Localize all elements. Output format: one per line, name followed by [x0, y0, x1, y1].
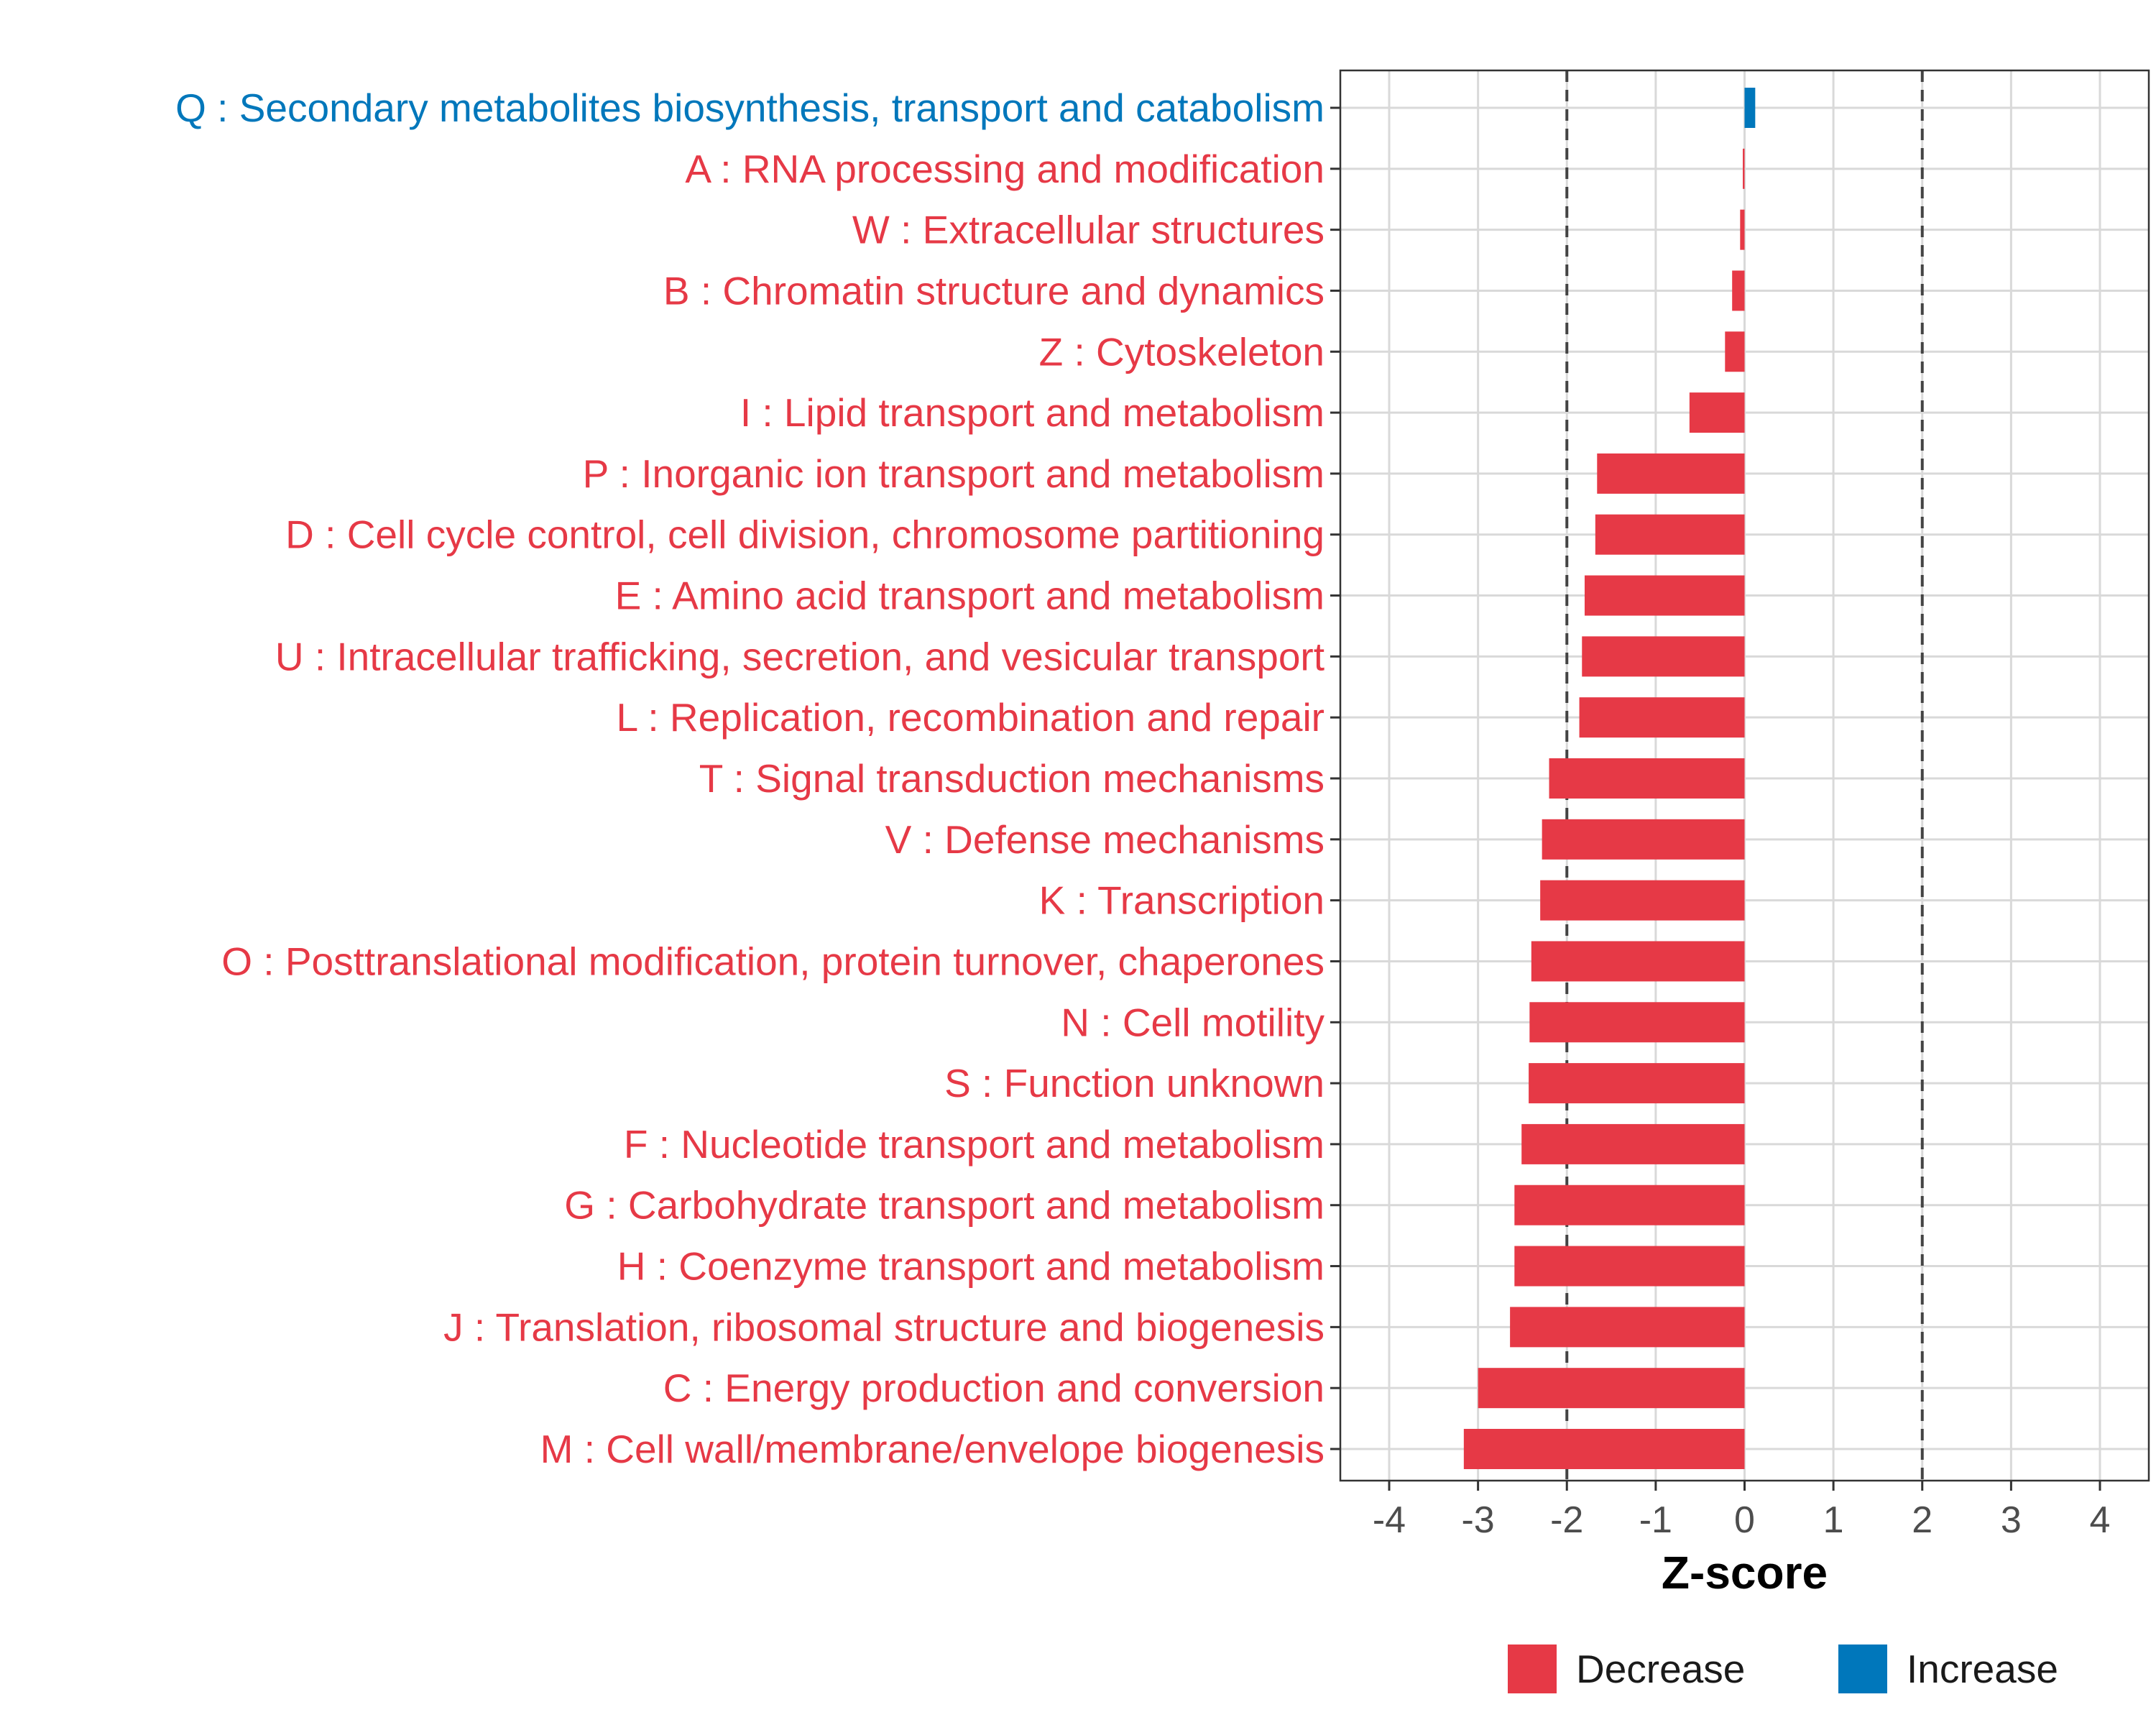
- category-label: I : Lipid transport and metabolism: [740, 390, 1325, 435]
- bar: [1463, 1429, 1745, 1469]
- x-tick-label: 3: [2001, 1499, 2022, 1541]
- category-label: F : Nucleotide transport and metabolism: [624, 1122, 1325, 1167]
- x-tick-label: 0: [1734, 1499, 1755, 1541]
- bar: [1732, 270, 1745, 311]
- bar: [1689, 392, 1745, 433]
- x-tick-label: -1: [1639, 1499, 1672, 1541]
- bar: [1743, 148, 1745, 189]
- bar: [1529, 1002, 1745, 1043]
- x-axis-title: Z-score: [1662, 1547, 1828, 1598]
- x-tick-label: -2: [1550, 1499, 1583, 1541]
- bar: [1744, 88, 1756, 128]
- bar: [1514, 1246, 1745, 1287]
- x-tick-label: 1: [1823, 1499, 1844, 1541]
- category-label: B : Chromatin structure and dynamics: [663, 268, 1325, 313]
- bar: [1582, 636, 1745, 677]
- bar: [1540, 880, 1745, 921]
- category-label: S : Function unknown: [944, 1061, 1325, 1105]
- bar: [1542, 819, 1745, 860]
- bar: [1529, 1063, 1745, 1104]
- category-label: T : Signal transduction mechanisms: [699, 756, 1325, 801]
- legend: Decrease Increase: [1508, 1644, 2058, 1693]
- bar: [1740, 209, 1745, 250]
- bars: [1463, 88, 1756, 1469]
- bar: [1531, 941, 1745, 982]
- category-label: O : Posttranslational modification, prot…: [221, 939, 1325, 983]
- category-label: K : Transcription: [1039, 878, 1325, 923]
- category-label: N : Cell motility: [1061, 1000, 1325, 1044]
- x-tick-label: -3: [1461, 1499, 1494, 1541]
- bar: [1510, 1307, 1745, 1348]
- category-labels: Q : Secondary metabolites biosynthesis, …: [175, 86, 1325, 1471]
- category-label: H : Coenzyme transport and metabolism: [617, 1244, 1325, 1289]
- bar: [1584, 575, 1745, 616]
- category-label: E : Amino acid transport and metabolism: [615, 574, 1325, 618]
- legend-swatch: [1838, 1644, 1887, 1693]
- category-label: U : Intracellular trafficking, secretion…: [275, 634, 1325, 678]
- category-label: J : Translation, ribosomal structure and…: [443, 1305, 1325, 1349]
- legend-label: Decrease: [1576, 1647, 1745, 1691]
- x-tick-label: 2: [1912, 1499, 1932, 1541]
- category-label: W : Extracellular structures: [852, 208, 1325, 252]
- y-axis-ticks: [1330, 106, 1340, 1450]
- category-label: L : Replication, recombination and repai…: [617, 695, 1325, 740]
- bar: [1514, 1184, 1745, 1225]
- x-tick-label: -4: [1373, 1499, 1406, 1541]
- legend-label: Increase: [1907, 1647, 2058, 1691]
- bar: [1521, 1123, 1745, 1164]
- bar: [1595, 514, 1745, 555]
- x-axis-ticks: -4 -3 -2 -1 0 1 2 3 4: [1373, 1481, 2111, 1541]
- category-label: A : RNA processing and modification: [685, 147, 1325, 191]
- x-tick-label: 4: [2090, 1499, 2111, 1541]
- bar: [1478, 1368, 1745, 1409]
- category-label: G : Carbohydrate transport and metabolis…: [564, 1183, 1325, 1228]
- category-label: C : Energy production and conversion: [663, 1366, 1325, 1410]
- legend-swatch: [1508, 1644, 1557, 1693]
- category-label: M : Cell wall/membrane/envelope biogenes…: [540, 1427, 1325, 1471]
- bar: [1579, 697, 1745, 738]
- category-label: D : Cell cycle control, cell division, c…: [285, 512, 1325, 557]
- category-label: Z : Cytoskeleton: [1039, 329, 1325, 374]
- bar: [1549, 758, 1745, 799]
- category-label: P : Inorganic ion transport and metaboli…: [583, 451, 1325, 496]
- category-label: V : Defense mechanisms: [885, 817, 1325, 862]
- category-label: Q : Secondary metabolites biosynthesis, …: [175, 86, 1325, 130]
- bar: [1725, 331, 1745, 372]
- bar: [1597, 453, 1745, 494]
